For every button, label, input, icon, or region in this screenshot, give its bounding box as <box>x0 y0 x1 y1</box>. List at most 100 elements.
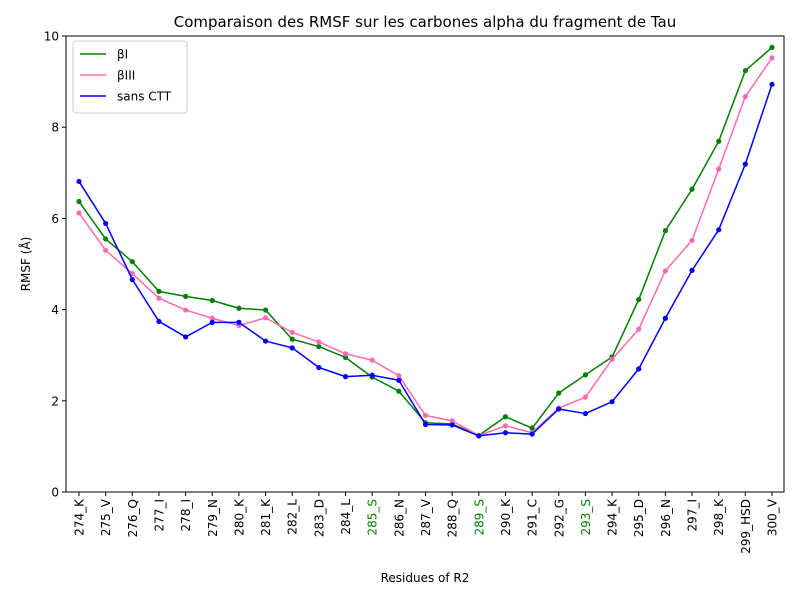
data-point-2 <box>716 227 722 233</box>
x-tick-label: 297_I <box>686 499 700 531</box>
data-point-0 <box>556 390 562 396</box>
y-tick-label: 10 <box>44 30 59 44</box>
data-point-2 <box>129 276 135 283</box>
x-axis-label: Residues of R2 <box>381 571 470 585</box>
data-point-0 <box>262 307 269 313</box>
data-point-2 <box>183 334 189 340</box>
x-tick-label: 288_Q <box>446 499 460 537</box>
data-point-2 <box>636 366 642 372</box>
y-tick-label: 6 <box>51 212 59 226</box>
x-tick-label: 290_K <box>499 498 513 536</box>
data-point-0 <box>636 296 642 303</box>
data-point-2 <box>342 374 349 380</box>
y-axis-label: RMSF (Å) <box>18 237 33 292</box>
x-tick-label: 274_K <box>73 498 87 536</box>
x-tick-label: 287_V <box>419 498 433 536</box>
data-point-2 <box>689 267 695 273</box>
data-point-2 <box>502 430 509 436</box>
x-tick-label: 284_L <box>339 499 353 535</box>
data-point-2 <box>769 81 775 87</box>
data-point-0 <box>582 372 589 378</box>
data-point-0 <box>662 228 668 234</box>
x-tick-label: 277_I <box>152 499 166 531</box>
x-tick-label: 289_S <box>472 499 486 536</box>
data-point-0 <box>342 354 349 361</box>
data-point-1 <box>716 166 722 172</box>
data-point-0 <box>209 297 215 304</box>
data-point-2 <box>556 406 562 412</box>
legend-box <box>72 40 188 114</box>
x-tick-label: 279_N <box>206 499 220 537</box>
y-tick-label: 8 <box>51 121 59 135</box>
x-tick-label: 294_K <box>606 498 620 536</box>
data-point-0 <box>742 68 748 74</box>
data-point-2 <box>209 319 215 325</box>
data-point-0 <box>103 236 109 242</box>
data-point-2 <box>103 220 109 227</box>
data-point-0 <box>289 336 295 342</box>
data-point-1 <box>502 423 509 429</box>
x-tick-label: 276_Q <box>126 499 140 537</box>
legend-label-bI: βI <box>117 48 128 62</box>
data-point-1 <box>316 339 322 345</box>
data-point-1 <box>289 329 295 335</box>
data-point-1 <box>636 326 642 332</box>
data-point-1 <box>609 356 615 362</box>
data-point-2 <box>289 345 295 351</box>
legend: βI βIII sans CTT <box>72 40 188 114</box>
data-point-2 <box>316 364 322 371</box>
data-point-1 <box>449 418 455 424</box>
data-point-0 <box>396 388 402 394</box>
plot-frame <box>65 35 785 493</box>
data-point-2 <box>609 399 615 405</box>
data-point-0 <box>769 44 775 51</box>
y-tick-label: 2 <box>51 394 59 408</box>
y-tick-label: 0 <box>51 486 59 500</box>
data-point-1 <box>262 315 269 321</box>
data-point-2 <box>582 410 589 417</box>
data-point-2 <box>76 178 82 185</box>
chart-title: Comparaison des RMSF sur les carbones al… <box>174 13 676 31</box>
data-point-2 <box>662 315 668 321</box>
data-point-0 <box>236 305 242 311</box>
data-point-1 <box>662 268 668 274</box>
data-point-1 <box>396 373 402 379</box>
y-tick-label: 4 <box>51 303 59 317</box>
data-point-0 <box>529 425 535 431</box>
x-tick-label: 296_N <box>659 499 673 537</box>
data-point-2 <box>236 319 242 325</box>
data-point-1 <box>422 412 429 418</box>
data-point-1 <box>209 315 215 321</box>
x-tick-label: 278_I <box>179 499 193 531</box>
data-point-2 <box>529 431 535 437</box>
data-point-1 <box>183 307 189 313</box>
data-point-1 <box>582 394 589 400</box>
x-tick-label: 281_K <box>259 498 273 536</box>
plot-area: 0 2 4 6 8 10 274_K 275_V 276_Q 277_I 278_I 279_N 280… <box>44 30 780 554</box>
data-point-1 <box>342 351 349 357</box>
data-point-2 <box>476 433 482 439</box>
data-point-0 <box>183 293 189 299</box>
data-point-0 <box>76 198 82 205</box>
x-tick-label: 280_K <box>232 498 246 536</box>
x-tick-label: 295_D <box>632 499 646 537</box>
data-point-2 <box>449 422 455 428</box>
data-point-1 <box>76 210 82 216</box>
data-point-2 <box>422 421 429 428</box>
data-point-0 <box>316 343 322 350</box>
data-point-0 <box>129 259 135 265</box>
data-point-2 <box>262 338 269 344</box>
data-point-2 <box>156 318 162 325</box>
x-tick-label: 300_V <box>766 498 780 536</box>
data-point-1 <box>129 270 135 277</box>
data-point-1 <box>689 237 695 243</box>
x-tick-label: 282_L <box>286 499 300 535</box>
data-point-0 <box>689 186 695 192</box>
x-tick-label: 285_S <box>366 499 380 536</box>
x-tick-label: 293_S <box>579 499 593 536</box>
data-point-1 <box>769 55 775 61</box>
legend-label-bIII: βIII <box>117 69 135 83</box>
series-line-1 <box>78 57 773 437</box>
data-point-0 <box>156 288 162 294</box>
